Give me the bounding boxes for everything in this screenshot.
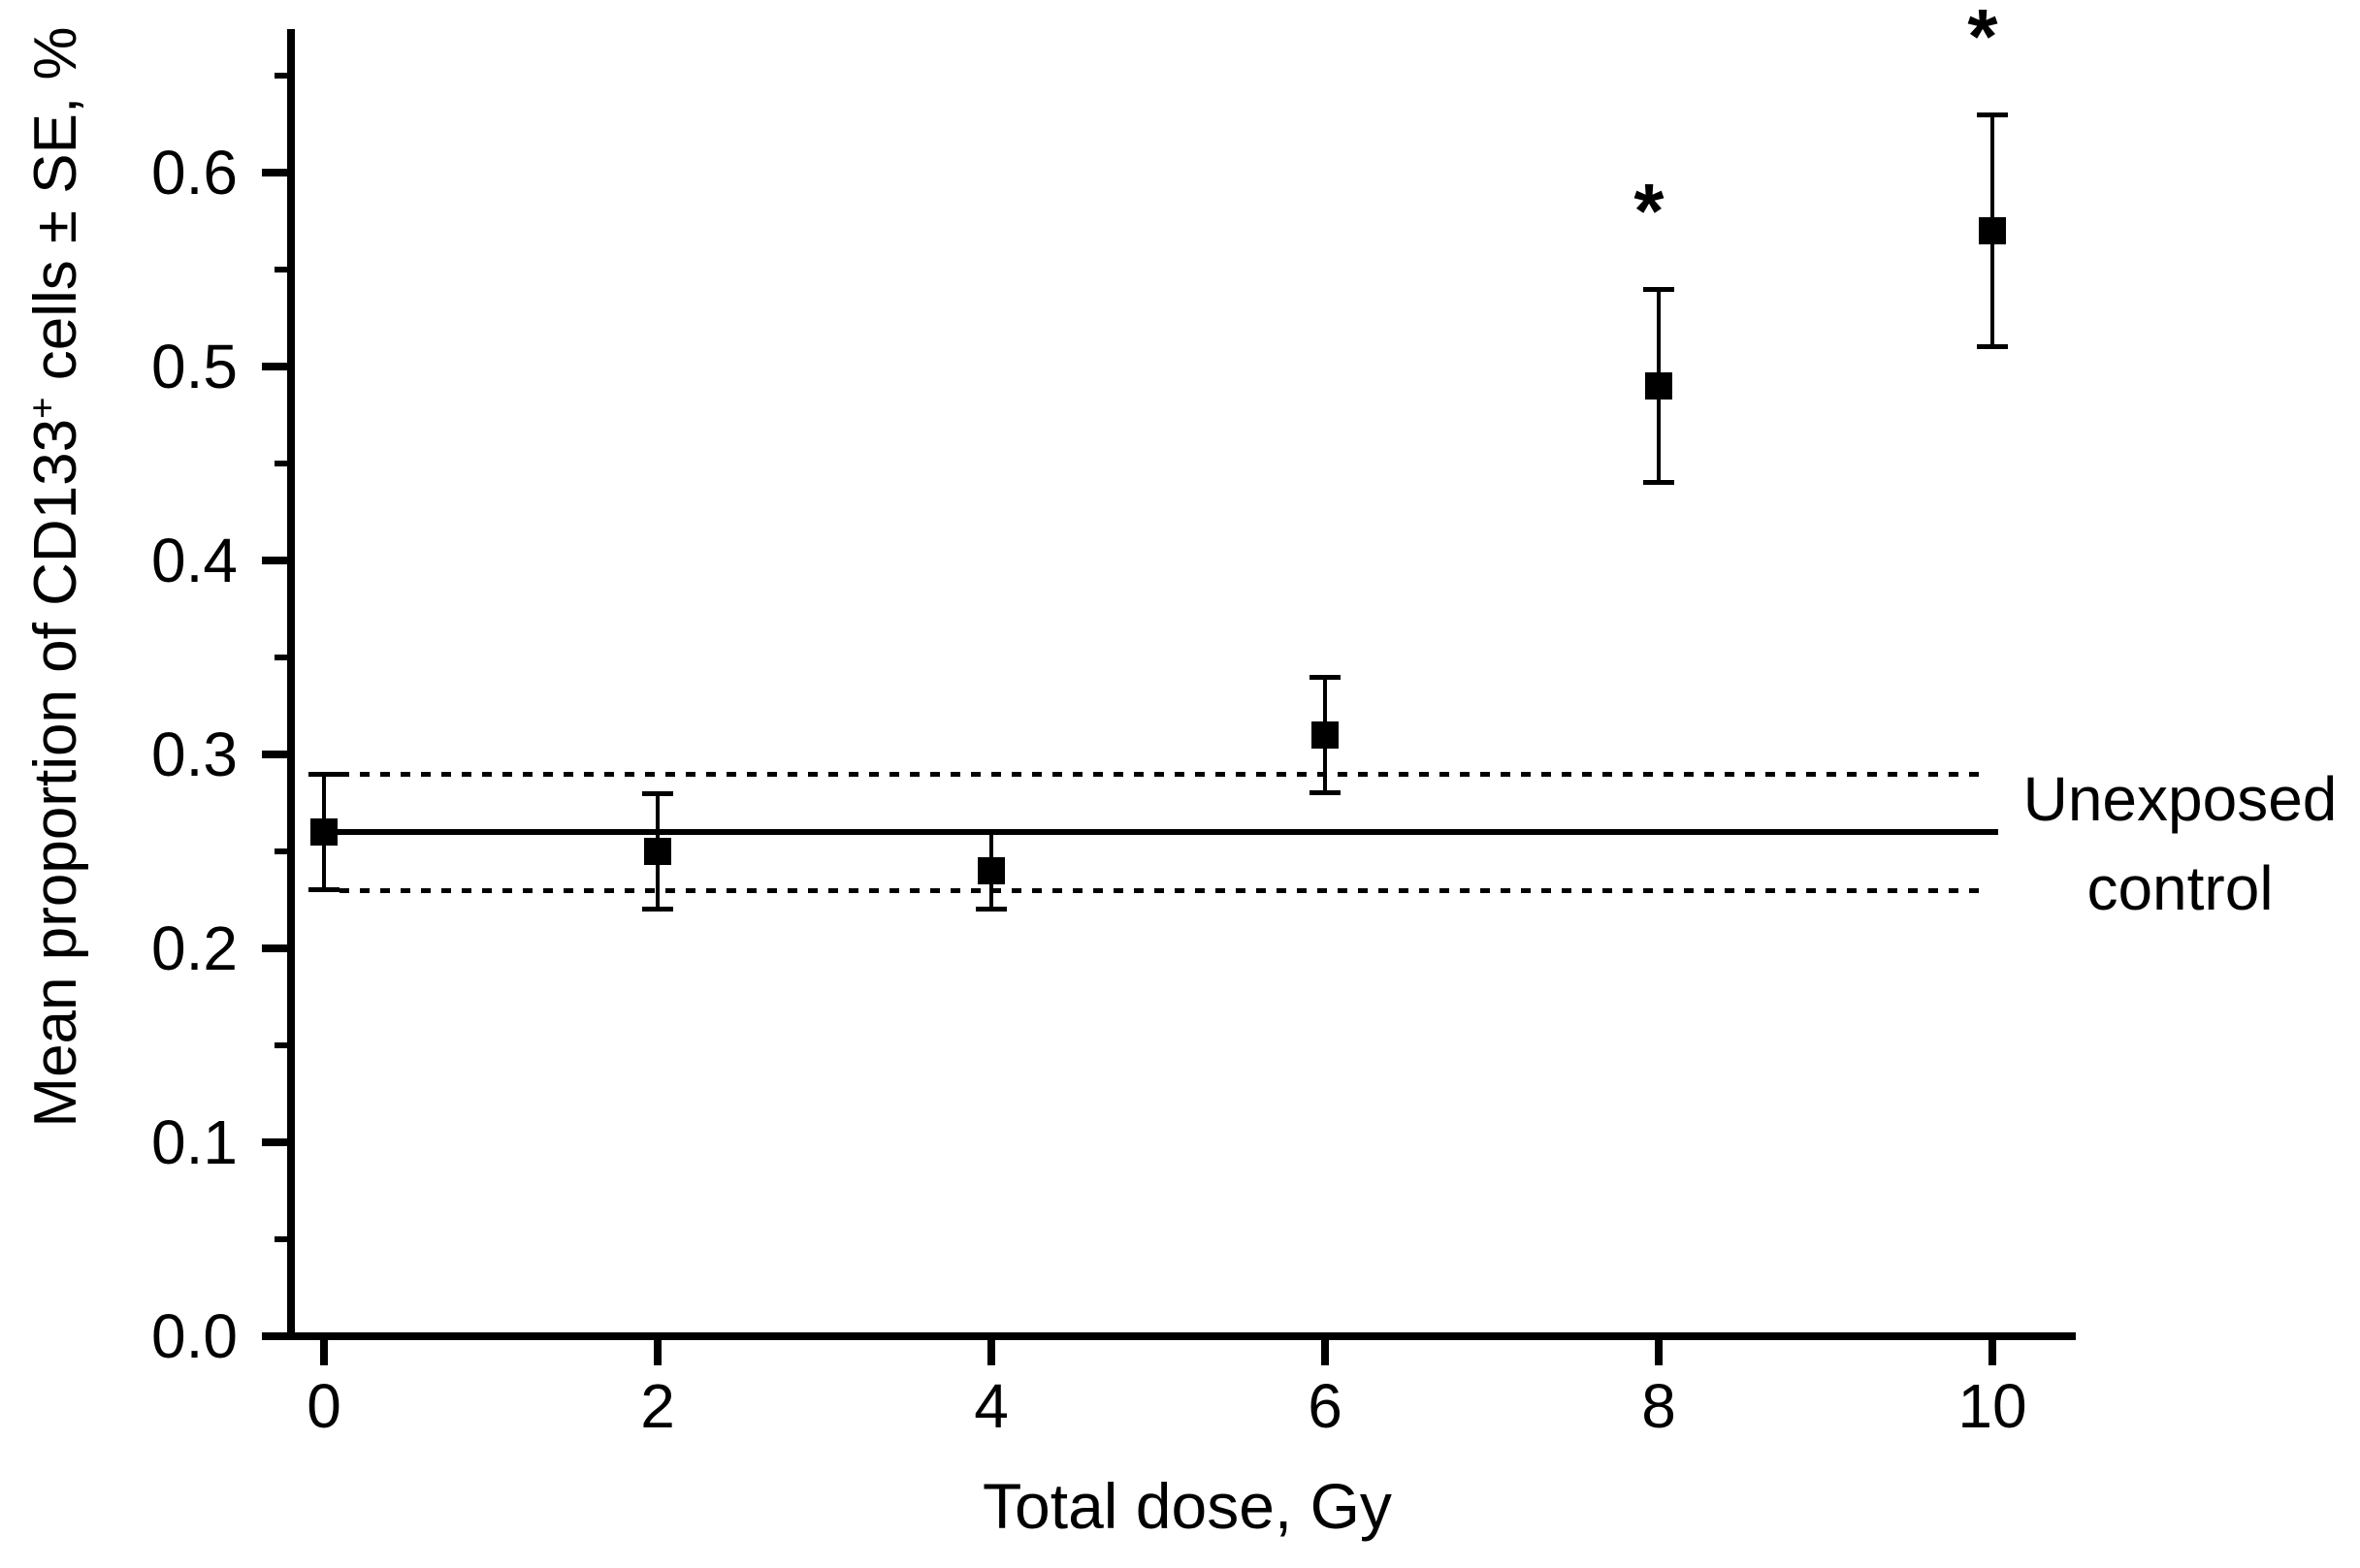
error-bar-cap-bottom <box>308 887 339 892</box>
error-bar-cap-bottom <box>1309 790 1341 795</box>
y-axis-title-text: Mean proportion of CD133 <box>22 418 89 1128</box>
x-tick-label: 6 <box>1308 1371 1342 1441</box>
error-bar-cap-bottom <box>976 907 1007 912</box>
y-tick <box>262 169 291 176</box>
data-point-marker <box>978 857 1005 884</box>
y-minor-tick <box>275 1042 287 1048</box>
x-axis-line <box>262 1332 2076 1340</box>
data-point-marker <box>644 838 671 865</box>
control-label-line2: control <box>2086 853 2274 923</box>
y-axis-line <box>287 29 295 1340</box>
y-axis-title: Mean proportion of CD133+ cells ± SE, % <box>21 26 90 1128</box>
x-axis-title: Total dose, Gy <box>983 1470 1392 1542</box>
y-minor-tick <box>275 267 287 272</box>
y-axis-title-suffix: cells ± SE, % <box>22 26 89 398</box>
control-mean-line <box>337 829 1998 835</box>
x-tick-label: 0 <box>307 1371 341 1441</box>
y-tick <box>262 1332 291 1340</box>
y-axis-title-superscript: + <box>21 397 64 419</box>
y-minor-tick <box>275 1236 287 1242</box>
error-bar-cap-top <box>308 772 339 777</box>
control-label: Unexposed control <box>2013 754 2347 933</box>
y-tick <box>262 1138 291 1146</box>
y-minor-tick <box>275 848 287 854</box>
x-tick-label: 8 <box>1641 1371 1676 1441</box>
significance-asterisk: * <box>1633 168 1665 254</box>
control-lower-dotted-line <box>339 888 1987 893</box>
y-tick-label: 0.5 <box>151 332 238 401</box>
error-bar-cap-top <box>976 830 1007 835</box>
error-bar-cap-bottom <box>642 907 673 912</box>
control-label-line1: Unexposed <box>2022 764 2338 834</box>
x-tick-label: 10 <box>1957 1371 2027 1441</box>
error-bar-cap-top <box>1977 112 2008 117</box>
y-tick <box>262 751 291 758</box>
data-point-marker <box>1311 721 1339 749</box>
significance-asterisk: * <box>1967 0 1998 80</box>
x-tick <box>1321 1340 1329 1365</box>
y-minor-tick <box>275 461 287 466</box>
error-bar-cap-bottom <box>1643 480 1674 485</box>
y-tick <box>262 557 291 564</box>
y-tick <box>262 363 291 370</box>
control-upper-dotted-line <box>339 772 1987 777</box>
error-bar-cap-top <box>1309 675 1341 680</box>
data-point-marker <box>310 818 338 846</box>
error-bar-cap-top <box>1643 287 1674 292</box>
x-tick <box>320 1340 328 1365</box>
y-tick-label: 0.6 <box>151 138 238 208</box>
error-bar-cap-top <box>642 791 673 796</box>
x-tick <box>987 1340 995 1365</box>
data-point-marker <box>1979 217 2006 244</box>
data-point-marker <box>1645 372 1672 400</box>
y-tick-label: 0.2 <box>151 913 238 983</box>
y-tick <box>262 944 291 952</box>
y-tick-label: 0.0 <box>151 1301 238 1371</box>
y-tick-label: 0.4 <box>151 526 238 595</box>
x-tick <box>1988 1340 1996 1365</box>
y-minor-tick <box>275 655 287 660</box>
x-tick-label: 2 <box>640 1371 675 1441</box>
y-tick-label: 0.1 <box>151 1107 238 1177</box>
y-tick-label: 0.3 <box>151 720 238 789</box>
y-minor-tick <box>275 73 287 79</box>
x-tick <box>654 1340 662 1365</box>
x-tick-label: 4 <box>974 1371 1009 1441</box>
x-tick <box>1655 1340 1663 1365</box>
error-bar-cap-bottom <box>1977 344 2008 349</box>
